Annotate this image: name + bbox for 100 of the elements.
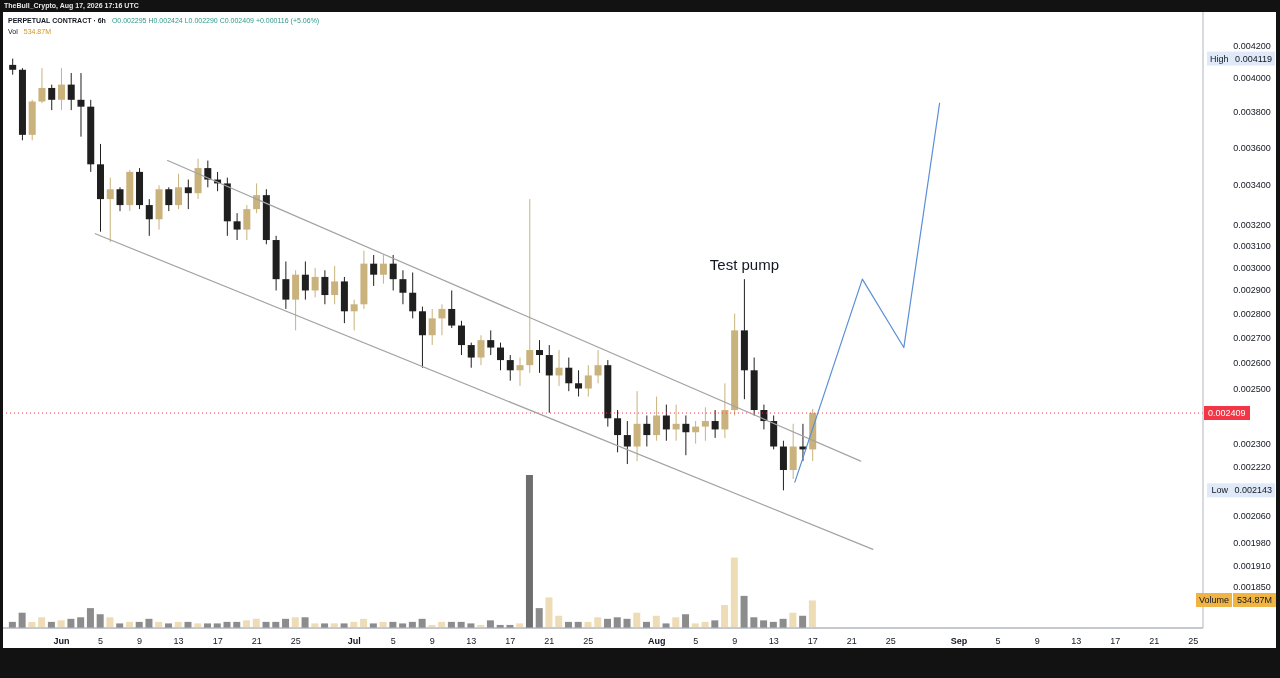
- candlestick: [253, 182, 261, 214]
- x-tick-label: 9: [732, 636, 738, 646]
- candlestick: [536, 339, 544, 374]
- candlestick: [418, 306, 426, 369]
- candlestick: [711, 409, 719, 439]
- candlestick: [526, 198, 534, 374]
- candlestick: [233, 212, 241, 241]
- bar: [750, 617, 758, 628]
- bar: [243, 620, 251, 628]
- candlestick: [789, 423, 797, 480]
- bar: [789, 612, 797, 628]
- x-tick-label: 13: [768, 636, 779, 646]
- candlestick: [682, 415, 690, 456]
- y-tick-label: 0.003100: [1233, 241, 1271, 252]
- bar: [291, 617, 299, 628]
- candlestick: [487, 329, 495, 356]
- candlestick: [145, 198, 153, 237]
- annotation: Test pump: [709, 256, 780, 274]
- label-tag: Volume: [1196, 593, 1233, 608]
- bar: [57, 620, 65, 628]
- x-tick-label: 25: [885, 636, 896, 646]
- candlestick: [77, 72, 85, 138]
- x-tick-label: 17: [505, 636, 516, 646]
- bar: [18, 612, 26, 628]
- candlestick: [399, 269, 407, 305]
- candlestick: [516, 357, 524, 387]
- candlestick: [243, 204, 251, 241]
- bar: [96, 614, 104, 628]
- y-tick-label: 0.001850: [1233, 582, 1271, 593]
- candlestick: [106, 177, 114, 243]
- candlestick: [701, 406, 709, 442]
- x-tick-label: 13: [466, 636, 477, 646]
- candlestick: [409, 271, 417, 319]
- bar: [594, 617, 602, 628]
- bar: [555, 615, 563, 628]
- y-tick-label: 0.003600: [1233, 142, 1271, 153]
- x-tick-label: 17: [1110, 636, 1121, 646]
- candlestick: [301, 260, 309, 301]
- x-tick-label: 9: [137, 636, 143, 646]
- ref-line-label: 0.002409: [1208, 408, 1246, 419]
- candlestick: [575, 369, 583, 398]
- x-tick-label: 5: [390, 636, 396, 646]
- candlestick: [477, 334, 485, 366]
- x-tick-label: 21: [846, 636, 857, 646]
- candlestick: [779, 440, 787, 491]
- candlestick: [311, 267, 319, 298]
- candlestick: [672, 404, 680, 442]
- candlestick: [116, 186, 124, 212]
- x-tick-label: 17: [212, 636, 223, 646]
- bar: [808, 600, 816, 628]
- bar: [486, 620, 494, 628]
- candlestick: [204, 160, 212, 188]
- bar: [106, 617, 114, 628]
- y-tick-label: Low 0.002143: [1211, 485, 1272, 496]
- bar: [682, 614, 690, 628]
- candlestick: [48, 84, 56, 111]
- x-tick-label: 13: [173, 636, 184, 646]
- candlestick: [497, 342, 504, 371]
- x-tick-label: 9: [429, 636, 435, 646]
- candlestick: [184, 179, 192, 210]
- bar: [633, 612, 641, 628]
- bar: [730, 557, 738, 628]
- y-tick-label: 0.002800: [1233, 308, 1271, 319]
- x-tick-label: 13: [1071, 636, 1082, 646]
- candlestick: [614, 409, 622, 453]
- x-tick-label: 21: [1149, 636, 1160, 646]
- candlestick: [662, 404, 670, 442]
- candlestick: [350, 299, 358, 331]
- candlestick: [165, 186, 173, 212]
- candlestick: [321, 269, 329, 305]
- bar: [652, 615, 660, 628]
- candlestick: [584, 364, 592, 398]
- x-tick-label: Sep: [950, 636, 968, 646]
- bar: [760, 620, 768, 628]
- x-tick-label: 21: [544, 636, 555, 646]
- candlestick: [38, 67, 46, 104]
- x-tick-label: 5: [995, 636, 1001, 646]
- x-tick-label: 17: [807, 636, 818, 646]
- x-tick-label: 9: [1034, 636, 1040, 646]
- bar: [77, 617, 85, 628]
- x-tick-label: Jul: [347, 636, 361, 646]
- candlestick: [555, 349, 563, 387]
- bar: [525, 475, 533, 628]
- x-tick-label: 5: [98, 636, 104, 646]
- candlestick: [379, 254, 387, 285]
- bar: [38, 617, 46, 628]
- bar: [799, 615, 807, 628]
- y-tick-label: 0.003000: [1233, 263, 1271, 274]
- y-tick-label: 0.002700: [1233, 332, 1271, 343]
- candlestick: [565, 357, 573, 392]
- bar: [301, 617, 309, 628]
- candlestick: [389, 254, 397, 291]
- candlestick: [67, 72, 75, 111]
- x-tick-label: 25: [290, 636, 301, 646]
- candlestick: [633, 390, 641, 462]
- y-tick-label: 0.001910: [1233, 561, 1271, 572]
- x-tick-label: 25: [1188, 636, 1199, 646]
- x-tick-label: Aug: [647, 636, 666, 646]
- y-tick-label: 0.003800: [1233, 106, 1271, 117]
- candlestick: [448, 289, 456, 329]
